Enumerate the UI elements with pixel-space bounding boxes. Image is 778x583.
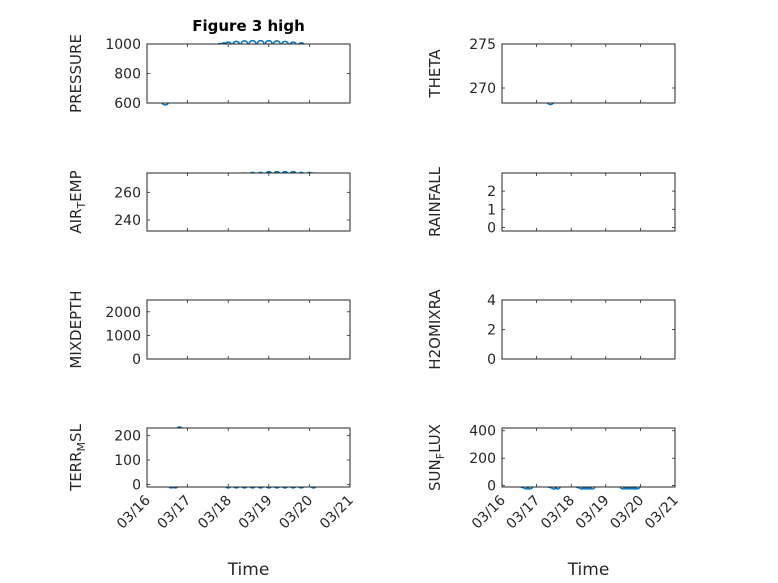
y-axis-label: THETA (426, 49, 444, 99)
axes-frame (501, 427, 676, 488)
axes-frame (501, 172, 676, 232)
axes-frame (146, 427, 351, 488)
subplot-rainfall: 0 1 2 RAINFALL (426, 166, 676, 237)
y-tick-label: 100 (114, 453, 141, 469)
y-tick-label: 275 (469, 37, 496, 53)
y-axis-label: PRESSURE (67, 34, 85, 113)
y-axis-label: SUNFLUX (426, 424, 447, 491)
y-axis-label: RAINFALL (426, 166, 444, 237)
y-tick-label: 0 (487, 220, 496, 236)
axes-frame (146, 43, 351, 104)
y-tick-label: 200 (469, 451, 496, 467)
y-tick-label: 1000 (105, 328, 141, 344)
axes-frame (501, 43, 676, 104)
y-tick-label: 800 (114, 67, 141, 83)
y-tick-label: 260 (114, 185, 141, 201)
subplot-air-temp: 240 260 AIRTEMP (67, 170, 351, 234)
subplot-mixdepth: 0 1000 2000 MIXDEPTH (67, 290, 351, 369)
subplot-theta: 270 275 THETA (426, 37, 676, 106)
y-tick-label: 1000 (105, 37, 141, 53)
y-tick-label: 240 (114, 213, 141, 229)
y-tick-label: 1 (487, 202, 496, 218)
y-tick-label: 2 (487, 323, 496, 339)
y-tick-label: 0 (132, 478, 141, 494)
y-tick-label: 200 (114, 428, 141, 444)
x-axis-label: Time (227, 560, 270, 580)
y-tick-label: 4 (487, 293, 496, 309)
y-tick-label: 270 (469, 81, 496, 97)
axes-frame (501, 299, 676, 360)
x-axis-label: Time (567, 560, 610, 580)
subplot-pressure: 600 800 1000 PRESSURE Figure 3 high (67, 17, 351, 113)
axes-frame (146, 172, 351, 232)
chart-title: Figure 3 high (192, 17, 305, 35)
y-axis-label: AIRTEMP (67, 170, 88, 233)
y-tick-label: 0 (132, 352, 141, 368)
y-tick-label: 2000 (105, 305, 141, 321)
y-tick-label: 0 (487, 352, 496, 368)
y-axis-label: TERRMSL (67, 423, 88, 492)
y-tick-label: 2 (487, 184, 496, 200)
axes-frame (146, 299, 351, 360)
subplot-h2omixra: 0 2 4 H2OMIXRA (426, 289, 676, 370)
y-tick-label: 600 (114, 96, 141, 112)
y-tick-label: 0 (487, 479, 496, 495)
y-axis-label: H2OMIXRA (426, 289, 444, 370)
y-axis-label: MIXDEPTH (67, 290, 85, 368)
y-tick-label: 400 (469, 424, 496, 440)
